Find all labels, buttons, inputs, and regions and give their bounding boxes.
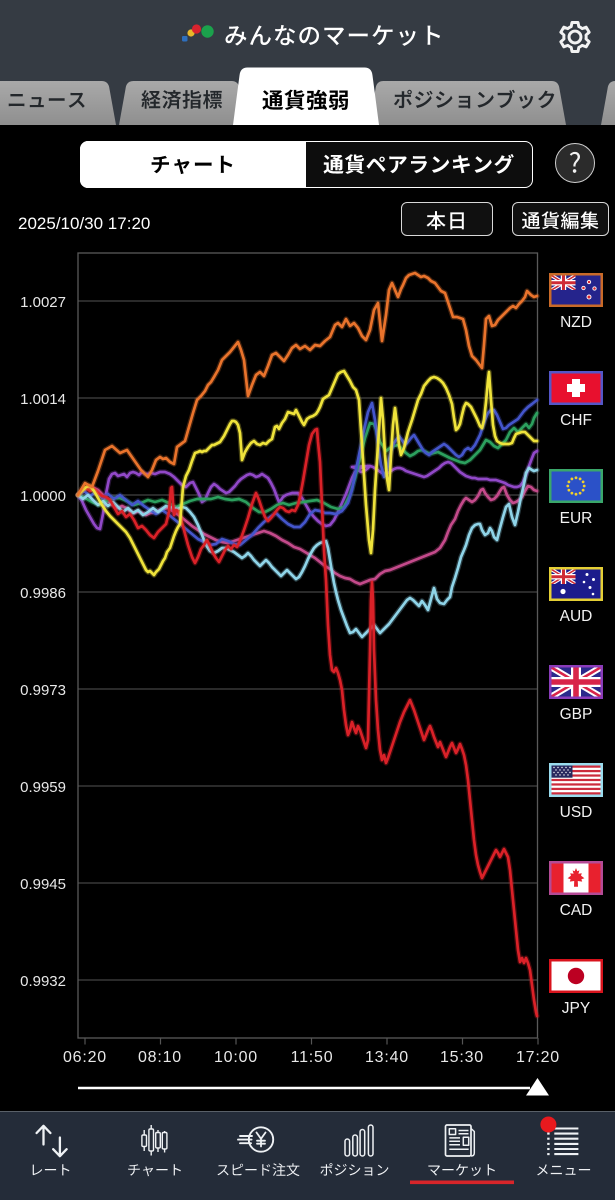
- svg-text:10:00: 10:00: [214, 1049, 258, 1066]
- svg-text:11:50: 11:50: [291, 1049, 334, 1066]
- svg-text:13:40: 13:40: [365, 1049, 409, 1066]
- svg-text:0.9986: 0.9986: [20, 585, 66, 602]
- svg-text:17:20: 17:20: [516, 1049, 560, 1066]
- svg-text:1.0014: 1.0014: [20, 391, 66, 408]
- svg-text:1.0027: 1.0027: [20, 294, 66, 311]
- svg-text:0.9959: 0.9959: [20, 779, 66, 796]
- svg-text:15:30: 15:30: [440, 1049, 484, 1066]
- svg-text:08:10: 08:10: [138, 1049, 182, 1066]
- svg-text:0.9973: 0.9973: [20, 682, 66, 699]
- svg-text:1.0000: 1.0000: [20, 488, 66, 505]
- svg-text:0.9932: 0.9932: [20, 973, 66, 990]
- svg-text:0.9945: 0.9945: [20, 876, 66, 893]
- svg-text:06:20: 06:20: [63, 1049, 107, 1066]
